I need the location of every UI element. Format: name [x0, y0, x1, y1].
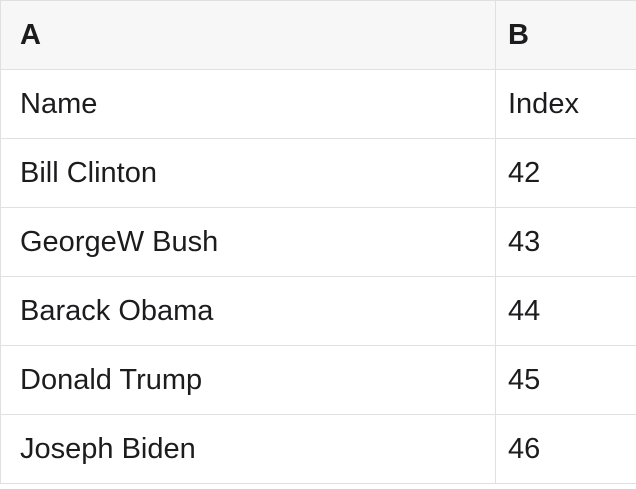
- cell-text: 43: [508, 225, 541, 258]
- table-row: Barack Obama 44: [1, 277, 636, 346]
- cell-index[interactable]: 44: [496, 277, 636, 345]
- cell-name[interactable]: Joseph Biden: [1, 415, 496, 483]
- table-row: Name Index: [1, 70, 636, 139]
- column-header-b[interactable]: B: [496, 1, 636, 69]
- table-row: GeorgeW Bush 43: [1, 208, 636, 277]
- table-row: Joseph Biden 46: [1, 415, 636, 484]
- cell-text: GeorgeW Bush: [20, 225, 219, 258]
- column-header-a-label: A: [20, 18, 41, 51]
- cell-text: Donald Trump: [20, 363, 203, 396]
- cell-text: 44: [508, 294, 541, 327]
- cell-index[interactable]: 46: [496, 415, 636, 483]
- cell-name[interactable]: Bill Clinton: [1, 139, 496, 207]
- table-row: Bill Clinton 42: [1, 139, 636, 208]
- cell-text: Index: [508, 87, 579, 120]
- column-header-a[interactable]: A: [1, 1, 496, 69]
- cell-text: 46: [508, 432, 541, 465]
- table-row: Donald Trump 45: [1, 346, 636, 415]
- cell-text: 42: [508, 156, 541, 189]
- cell-name[interactable]: GeorgeW Bush: [1, 208, 496, 276]
- cell-index[interactable]: 43: [496, 208, 636, 276]
- cell-text: Name: [20, 87, 98, 120]
- cell-index-header[interactable]: Index: [496, 70, 636, 138]
- cell-index[interactable]: 45: [496, 346, 636, 414]
- cell-name-header[interactable]: Name: [1, 70, 496, 138]
- cell-text: Bill Clinton: [20, 156, 157, 189]
- cell-text: Barack Obama: [20, 294, 214, 327]
- cell-index[interactable]: 42: [496, 139, 636, 207]
- cell-name[interactable]: Donald Trump: [1, 346, 496, 414]
- column-header-b-label: B: [508, 18, 529, 51]
- cell-text: Joseph Biden: [20, 432, 196, 465]
- cell-name[interactable]: Barack Obama: [1, 277, 496, 345]
- column-header-row: A B: [1, 1, 636, 70]
- cell-text: 45: [508, 363, 541, 396]
